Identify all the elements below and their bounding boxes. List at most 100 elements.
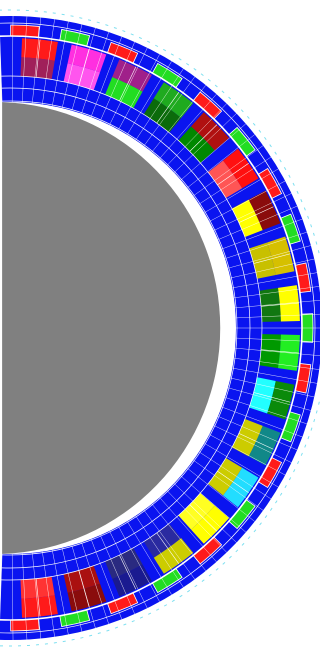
- mesh-radial-62: [100, 535, 135, 615]
- slot-divider-17: [35, 578, 41, 617]
- mesh-radial-24: [204, 168, 279, 213]
- mesh-radial-40: [232, 367, 318, 384]
- mesh-radial-23: [198, 156, 272, 205]
- slot-inner-1: [63, 63, 100, 91]
- mesh-radial-20: [180, 123, 247, 181]
- mesh-radial-47: [209, 434, 286, 476]
- slot-inner-0: [20, 57, 55, 80]
- mesh-radial-58: [135, 515, 184, 588]
- slot-outer-8: [278, 285, 300, 322]
- mesh-radial-35: [235, 313, 320, 319]
- stator-slots: [20, 38, 300, 618]
- slot-outer-0: [21, 38, 58, 61]
- slot-divider-6: [238, 206, 274, 223]
- mesh-radial-7: [71, 27, 96, 111]
- slot-outer-7: [267, 236, 295, 276]
- mesh-radial-11: [109, 47, 148, 126]
- slot-divider-2: [119, 66, 137, 102]
- mesh-radial-14: [135, 68, 184, 141]
- mesh-radial-51: [187, 467, 255, 522]
- slot-divider-8: [261, 302, 299, 307]
- mesh-radial-5: [52, 21, 69, 107]
- mesh-radial-26: [213, 193, 292, 231]
- slot-divider-14: [156, 532, 180, 564]
- slot-divider-7: [253, 253, 291, 264]
- mesh-radial-50: [193, 459, 264, 511]
- slot-divider-13: [189, 504, 218, 532]
- slot-inner-11: [231, 418, 263, 457]
- slot-outer-9: [278, 334, 300, 371]
- mesh-radial-15: [143, 76, 196, 147]
- mesh-radial-12: [118, 54, 160, 130]
- slot-divider-12: [217, 470, 249, 493]
- mesh-radial-22: [193, 145, 264, 197]
- mesh-radial-57: [143, 509, 196, 580]
- mesh-radial-68: [42, 551, 55, 637]
- mesh-radial-55: [159, 497, 217, 563]
- mesh-radial-31: [230, 258, 315, 279]
- slot-divider-10: [253, 392, 291, 403]
- slot-outer-2: [112, 59, 152, 92]
- mesh-radial-9: [90, 36, 123, 118]
- mesh-radial-48: [204, 443, 279, 488]
- mesh-radial-61: [109, 530, 148, 609]
- mesh-radial-53: [173, 483, 237, 543]
- rotor-core: [2, 102, 221, 554]
- mesh-radial-42: [227, 387, 311, 411]
- mesh-radial-6: [61, 24, 83, 109]
- mesh-radial-28: [221, 218, 303, 250]
- slot-divider-3: [156, 92, 180, 124]
- mesh-radial-37: [235, 337, 320, 343]
- slot-outer-11: [248, 425, 281, 466]
- mesh-radial-71: [11, 553, 14, 640]
- slot-outer-15: [112, 564, 152, 597]
- mesh-radial-32: [232, 272, 318, 289]
- mesh-radial-4: [42, 19, 55, 105]
- mesh-radial-17: [159, 93, 217, 159]
- mesh-radial-67: [52, 549, 69, 635]
- slot-divider-11: [238, 433, 274, 450]
- mesh-radial-13: [126, 61, 172, 135]
- slot-inner-16: [63, 565, 100, 593]
- slot-inner-15: [105, 547, 143, 579]
- mesh-radial-56: [151, 503, 207, 571]
- slot-inner-17: [20, 576, 55, 599]
- slot-inner-7: [249, 242, 276, 279]
- slot-inner-2: [105, 77, 143, 109]
- mesh-radial-0: [0, 35, 3, 103]
- slot-outer-10: [267, 380, 295, 420]
- slot-divider-0: [35, 39, 41, 78]
- slot-outer-1: [67, 44, 107, 73]
- slot-outer-17: [21, 595, 58, 618]
- mesh-radial-2: [22, 16, 28, 103]
- slot-divider-4: [189, 124, 218, 152]
- mesh-radial-46: [213, 425, 292, 463]
- slot-inner-6: [231, 199, 263, 238]
- slot-divider-16: [78, 570, 90, 608]
- mesh-radial-52: [180, 475, 247, 533]
- mesh-radial-66: [61, 547, 83, 632]
- mesh-radial-16: [151, 85, 207, 153]
- mesh-radial-60: [118, 526, 160, 602]
- mesh-radial-25: [209, 180, 286, 222]
- mesh-radial-30: [227, 245, 311, 269]
- mesh-radial-69: [32, 552, 42, 639]
- mesh-lines: [0, 16, 320, 640]
- mesh-radial-65: [71, 545, 96, 629]
- mesh-radial-10: [100, 41, 135, 121]
- mesh-radial-29: [225, 231, 307, 259]
- mesh-radial-3: [32, 17, 42, 104]
- mesh-radial-34: [235, 300, 320, 309]
- mesh-radial-1: [11, 16, 14, 103]
- mesh-radial-45: [217, 416, 298, 451]
- mesh-radial-27: [217, 205, 298, 240]
- mesh-radial-70: [22, 553, 28, 640]
- slot-divider-5: [217, 163, 249, 186]
- mesh-radial-54: [166, 490, 227, 553]
- slot-divider-15: [119, 554, 137, 590]
- mesh-radial-63: [90, 538, 123, 620]
- slot-divider-9: [261, 349, 299, 354]
- mesh-radial-18: [166, 103, 227, 166]
- slot-inner-10: [249, 377, 276, 414]
